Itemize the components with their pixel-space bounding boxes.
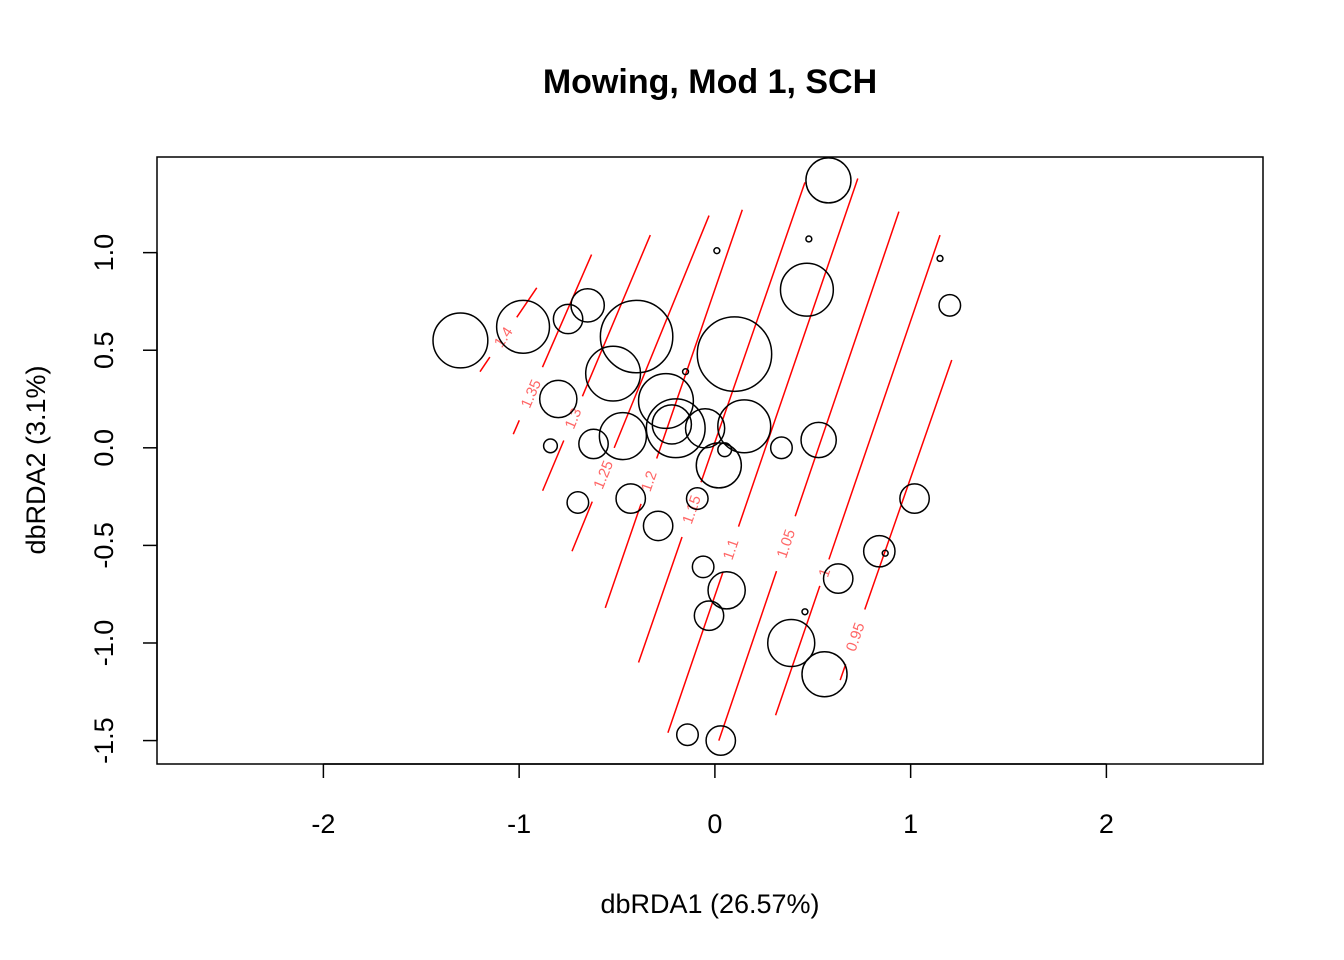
site-point	[598, 411, 648, 461]
x-axis-label: dbRDA1 (26.57%)	[600, 889, 819, 919]
y-tick-label: 0.5	[89, 331, 119, 369]
site-point	[637, 372, 695, 430]
contour-label: 1.2	[638, 469, 661, 494]
contour-line	[479, 356, 491, 373]
site-point	[599, 299, 674, 374]
contour-label: 1.4	[491, 324, 517, 351]
site-point	[578, 428, 609, 460]
contour-label: 1.1	[720, 537, 743, 562]
site-point	[685, 487, 709, 511]
site-point	[645, 398, 706, 459]
y-tick-label: -1.5	[89, 717, 119, 764]
site-point	[707, 570, 746, 610]
contour-line	[737, 178, 859, 527]
contour-label: 1.25	[590, 458, 617, 491]
contour-line	[774, 585, 821, 716]
site-point	[696, 316, 773, 393]
site-point	[779, 262, 835, 317]
site-point	[805, 157, 852, 204]
x-tick-label: -1	[507, 809, 531, 839]
site-point	[681, 368, 690, 376]
site-point	[566, 490, 590, 514]
contour-line	[700, 182, 806, 483]
site-point	[642, 510, 674, 542]
x-axis: -2 -1 0 1 2	[311, 763, 1114, 839]
x-tick-label: 0	[707, 809, 722, 839]
site-point	[805, 235, 813, 243]
contour-line	[571, 501, 593, 552]
x-tick-label: 2	[1099, 809, 1114, 839]
site-points	[432, 157, 962, 757]
y-tick-label: 0.0	[89, 429, 119, 467]
site-point	[695, 442, 743, 489]
y-tick-label: 1.0	[89, 234, 119, 272]
contour-label: 1.15	[679, 493, 705, 526]
y-axis-label: dbRDA2 (3.1%)	[21, 365, 51, 554]
contour-line	[541, 254, 593, 368]
site-point	[542, 438, 559, 454]
x-tick-label: 1	[903, 809, 918, 839]
contour-line	[794, 211, 900, 517]
site-point	[552, 303, 584, 335]
y-axis: -1.5 -1.0 -0.5 0.0 0.5 1.0	[89, 234, 158, 764]
contour-label: 1.05	[774, 527, 800, 560]
contour-line	[655, 209, 744, 459]
site-point	[615, 483, 647, 514]
contour-line	[613, 215, 710, 449]
site-point	[495, 299, 551, 354]
contour-line	[667, 571, 724, 734]
contour-label: 0.95	[843, 620, 869, 653]
site-point	[936, 254, 944, 263]
contour-line	[581, 234, 651, 397]
site-point	[938, 293, 962, 317]
contour-line	[828, 234, 941, 560]
y-tick-label: -1.0	[89, 620, 119, 667]
contour-line	[541, 440, 565, 492]
site-point	[800, 421, 838, 459]
site-point	[717, 399, 772, 454]
site-point	[705, 725, 737, 757]
site-point	[675, 723, 700, 747]
site-point	[822, 563, 854, 595]
site-point	[584, 345, 642, 402]
site-point	[801, 650, 848, 698]
site-point	[570, 287, 606, 323]
site-point	[651, 404, 693, 445]
x-tick-label: -2	[311, 809, 335, 839]
site-point	[693, 600, 725, 632]
site-point	[862, 534, 896, 568]
site-point	[881, 549, 889, 557]
contour-line	[516, 287, 538, 318]
site-point	[766, 618, 816, 668]
contour-label: 1.3	[562, 406, 586, 432]
plot-frame	[156, 156, 1264, 765]
site-point	[801, 608, 809, 616]
site-point	[899, 483, 930, 514]
contour-line	[637, 536, 683, 663]
site-point	[538, 379, 578, 419]
contour-line	[839, 664, 847, 681]
contour-line	[718, 570, 778, 741]
contour-line	[604, 503, 642, 609]
contour-line	[512, 420, 520, 435]
site-point	[691, 555, 715, 579]
y-tick-label: -0.5	[89, 522, 119, 569]
site-point	[432, 312, 489, 369]
chart-title: Mowing, Mod 1, SCH	[543, 63, 877, 101]
site-point	[769, 436, 793, 460]
site-point	[713, 246, 721, 255]
